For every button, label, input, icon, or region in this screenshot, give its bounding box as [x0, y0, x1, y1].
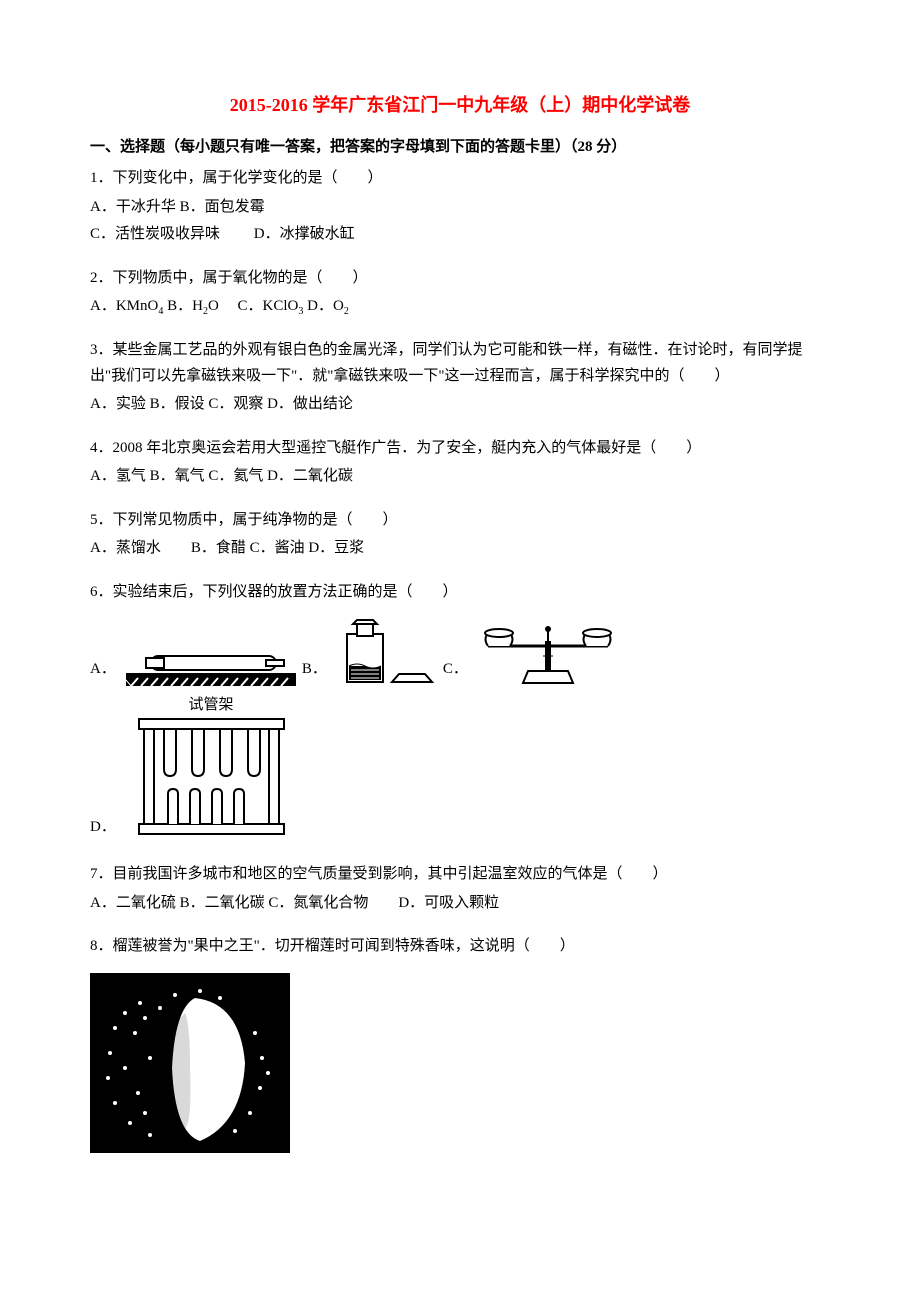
q1-options-line-2: C．活性炭吸收异味 D．冰撑破水缸 — [90, 222, 830, 248]
question-7: 7．目前我国许多城市和地区的空气质量受到影响，其中引起温室效应的气体是（ ） A… — [90, 862, 830, 916]
question-1: 1．下列变化中，属于化学变化的是（ ） A．干冰升华 B．面包发霉 C．活性炭吸… — [90, 166, 830, 248]
q1-options-line-1: A．干冰升华 B．面包发霉 — [90, 195, 830, 221]
q6-label-c: C． — [443, 657, 468, 687]
q2-opt-b: B．H2O — [167, 298, 219, 314]
q1-opt-c: C．活性炭吸收异味 — [90, 226, 220, 242]
q7-text: 7．目前我国许多城市和地区的空气质量受到影响，其中引起温室效应的气体是（ ） — [90, 862, 830, 888]
q4-options: A．氢气 B．氧气 C．氦气 D．二氧化碳 — [90, 464, 830, 490]
question-2: 2．下列物质中，属于氧化物的是（ ） A．KMnO4 B．H2O C．KClO3… — [90, 266, 830, 321]
q8-durian-image-icon — [90, 973, 290, 1153]
q2-a-pre: A．KMnO — [90, 298, 158, 314]
q2-d-pre: D．O — [307, 298, 344, 314]
question-3: 3．某些金属工艺品的外观有银白色的金属光泽，同学们认为它可能和铁一样，有磁性．在… — [90, 338, 830, 418]
q6-image-row-1: A． B． — [90, 611, 830, 686]
rack-label-text: 试管架 — [188, 696, 233, 713]
q2-b-post: O — [208, 298, 219, 314]
q1-opt-b: B．面包发霉 — [180, 199, 265, 215]
q2-options-line: A．KMnO4 B．H2O C．KClO3 D．O2 — [90, 294, 830, 320]
q6-image-row-2: D． 试管架 — [90, 694, 830, 844]
q2-a-sub: 4 — [158, 306, 163, 317]
q3-text: 3．某些金属工艺品的外观有银白色的金属光泽，同学们认为它可能和铁一样，有磁性．在… — [90, 338, 830, 389]
q4-text: 4．2008 年北京奥运会若用大型遥控飞艇作广告．为了安全，艇内充入的气体最好是… — [90, 436, 830, 462]
q1-text: 1．下列变化中，属于化学变化的是（ ） — [90, 166, 830, 192]
q6-text: 6．实验结束后，下列仪器的放置方法正确的是（ ） — [90, 580, 830, 606]
q2-b-pre: B．H — [167, 298, 203, 314]
q6-label-b: B． — [302, 657, 327, 687]
q5-options: A．蒸馏水 B．食醋 C．酱油 D．豆浆 — [90, 536, 830, 562]
question-4: 4．2008 年北京奥运会若用大型遥控飞艇作广告．为了安全，艇内充入的气体最好是… — [90, 436, 830, 490]
q6-image-d-test-tube-rack-icon: 试管架 — [124, 694, 299, 844]
q3-options: A．实验 B．假设 C．观察 D．做出结论 — [90, 392, 830, 418]
section-1-header: 一、选择题（每小题只有唯一答案，把答案的字母填到下面的答题卡里）（28 分） — [90, 135, 830, 161]
q6-image-a-alcohol-lamp-icon — [126, 638, 296, 686]
q1-opt-a: A．干冰升华 — [90, 199, 176, 215]
q5-text: 5．下列常见物质中，属于纯净物的是（ ） — [90, 508, 830, 534]
q6-image-b-reagent-bottle-icon — [337, 616, 437, 686]
q6-label-a: A． — [90, 657, 116, 687]
question-5: 5．下列常见物质中，属于纯净物的是（ ） A．蒸馏水 B．食醋 C．酱油 D．豆… — [90, 508, 830, 562]
q2-opt-c: C．KClO3 — [238, 298, 304, 314]
q1-opt-d: D．冰撑破水缸 — [254, 226, 355, 242]
question-6: 6．实验结束后，下列仪器的放置方法正确的是（ ） A． B． — [90, 580, 830, 845]
q2-d-sub: 2 — [344, 306, 349, 317]
q2-opt-d: D．O2 — [307, 298, 349, 314]
exam-title: 2015-2016 学年广东省江门一中九年级（上）期中化学试卷 — [90, 90, 830, 121]
q2-opt-a: A．KMnO4 — [90, 298, 163, 314]
q2-c-pre: C．KClO — [238, 298, 299, 314]
q6-label-d: D． — [90, 815, 116, 845]
q7-options: A．二氧化硫 B．二氧化碳 C．氮氧化合物 D．可吸入颗粒 — [90, 891, 830, 917]
q2-text: 2．下列物质中，属于氧化物的是（ ） — [90, 266, 830, 292]
q2-c-sub: 3 — [298, 306, 303, 317]
question-8: 8．榴莲被誉为"果中之王"．切开榴莲时可闻到特殊香味，这说明（ ） — [90, 934, 830, 1162]
q8-text: 8．榴莲被誉为"果中之王"．切开榴莲时可闻到特殊香味，这说明（ ） — [90, 934, 830, 960]
q6-image-c-balance-icon — [478, 611, 618, 686]
